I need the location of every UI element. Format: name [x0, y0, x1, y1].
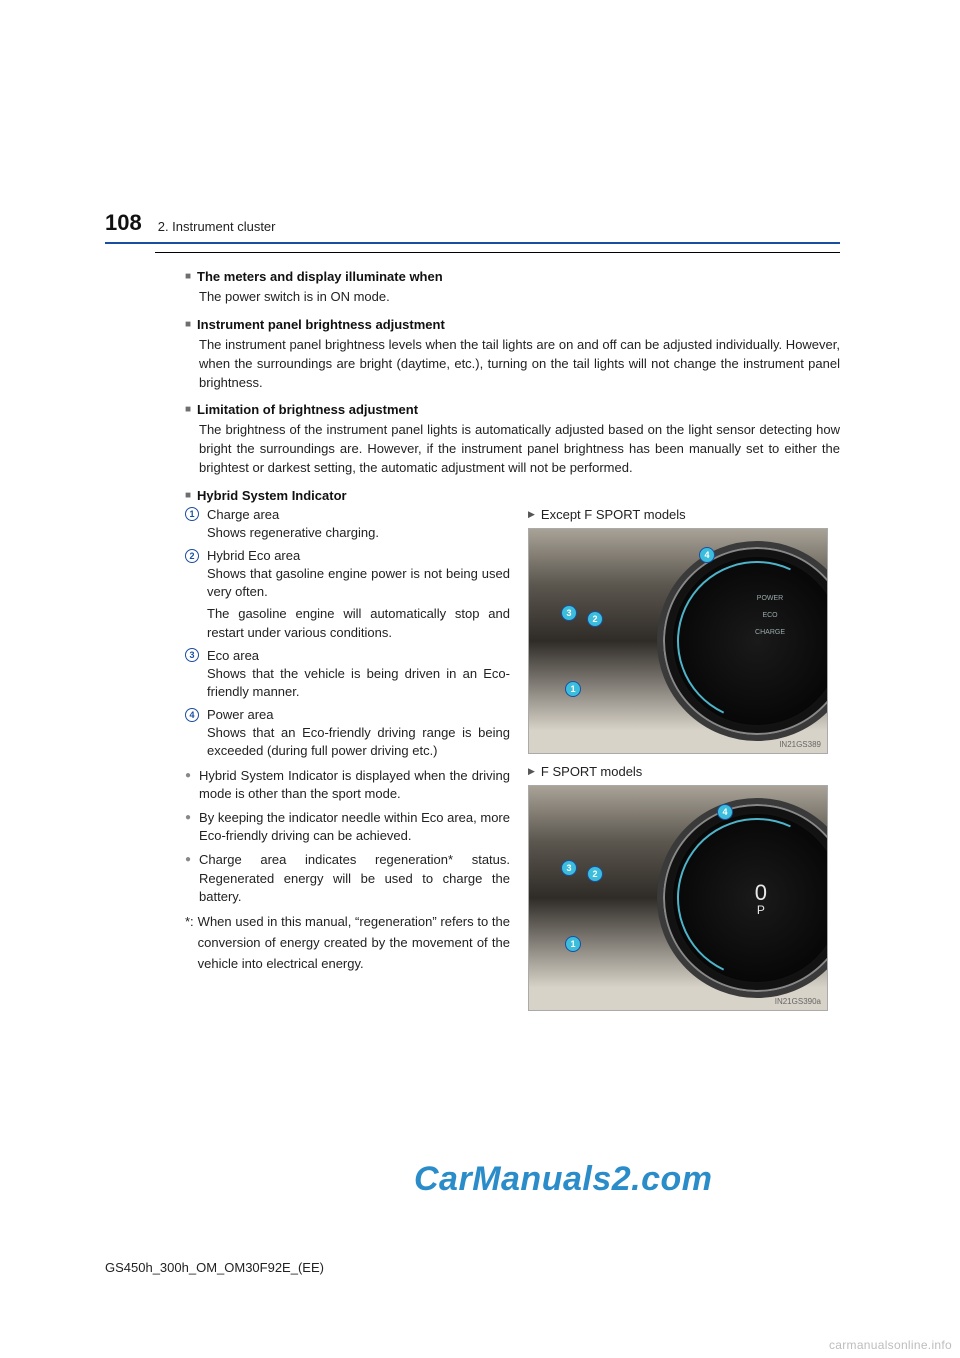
bullet-text: By keeping the indicator needle within E… — [199, 809, 510, 845]
figure-code: IN21GS390a — [775, 997, 821, 1006]
section-block: ■ Limitation of brightness adjustment Th… — [185, 402, 840, 478]
numbered-row: 2 Hybrid Eco area — [185, 548, 510, 563]
square-bullet-icon: ■ — [185, 271, 191, 282]
numbered-item: 4 Power area Shows that an Eco-friendly … — [185, 707, 510, 760]
callout-number-icon: 2 — [587, 866, 603, 882]
section-heading: ■ Hybrid System Indicator — [185, 488, 840, 503]
numbered-row: 3 Eco area — [185, 648, 510, 663]
figure-caption: ▶ F SPORT models — [528, 764, 828, 779]
bullet-item: ● By keeping the indicator needle within… — [185, 809, 510, 845]
bullet-item: ● Hybrid System Indicator is displayed w… — [185, 767, 510, 803]
section-body: The brightness of the instrument panel l… — [199, 421, 840, 478]
numbered-item: 1 Charge area Shows regenerative chargin… — [185, 507, 510, 542]
gauge-speed-value: 0 — [755, 882, 767, 904]
section-body: The instrument panel brightness levels w… — [199, 336, 840, 393]
numbered-desc: The gasoline engine will automatically s… — [207, 605, 510, 641]
numbered-label: Hybrid Eco area — [207, 548, 300, 563]
section-heading: ■ The meters and display illuminate when — [185, 269, 840, 284]
gauge-label-eco: ECO — [755, 608, 785, 625]
bullet-icon: ● — [185, 809, 191, 845]
callout-number-icon: 4 — [699, 547, 715, 563]
section-title: Limitation of brightness adjustment — [197, 402, 418, 417]
callout-number-icon: 4 — [717, 804, 733, 820]
circled-number-icon: 3 — [185, 648, 199, 662]
numbered-desc: Shows that gasoline engine power is not … — [207, 565, 510, 601]
footnote-mark: *: — [185, 912, 194, 974]
gauge-gear-value: P — [755, 904, 767, 916]
square-bullet-icon: ■ — [185, 404, 191, 415]
gauge-center-readout: 0 P — [755, 882, 767, 916]
circled-number-icon: 2 — [185, 549, 199, 563]
gauge-label-charge: CHARGE — [755, 625, 785, 642]
header-rule-black — [155, 252, 840, 253]
footer-site-text: carmanualsonline.info — [829, 1338, 952, 1352]
right-column: ▶ Except F SPORT models POWER ECO CHARGE… — [528, 507, 828, 1021]
watermark-text: CarManuals2.com — [414, 1160, 713, 1199]
footnote-text: When used in this manual, “regeneration”… — [198, 912, 510, 974]
figure-caption: ▶ Except F SPORT models — [528, 507, 828, 522]
callout-number-icon: 3 — [561, 860, 577, 876]
section-heading: ■ Instrument panel brightness adjustment — [185, 317, 840, 332]
numbered-desc: Shows that an Eco-friendly driving range… — [207, 724, 510, 760]
chapter-title: 2. Instrument cluster — [158, 219, 276, 236]
bullet-icon: ● — [185, 767, 191, 803]
section-block: ■ Instrument panel brightness adjustment… — [185, 317, 840, 393]
section-body: The power switch is in ON mode. — [199, 288, 840, 307]
square-bullet-icon: ■ — [185, 490, 191, 501]
footnote: *: When used in this manual, “regenerati… — [185, 912, 510, 974]
section-title: The meters and display illuminate when — [197, 269, 443, 284]
bullet-icon: ● — [185, 851, 191, 906]
caption-text: F SPORT models — [541, 764, 642, 779]
numbered-row: 1 Charge area — [185, 507, 510, 522]
page-number: 108 — [105, 210, 142, 236]
section-title: Instrument panel brightness adjustment — [197, 317, 445, 332]
gauge-figure-fsport: 0 P 4 32 1 IN21GS390a — [528, 785, 828, 1011]
header-rule-blue — [105, 242, 840, 244]
numbered-item: 3 Eco area Shows that the vehicle is bei… — [185, 648, 510, 701]
page-header: 108 2. Instrument cluster — [105, 210, 840, 236]
bullet-item: ● Charge area indicates regeneration* st… — [185, 851, 510, 906]
triangle-icon: ▶ — [528, 509, 535, 520]
gauge-figure-standard: POWER ECO CHARGE 4 32 1 IN21GS389 — [528, 528, 828, 754]
callout-number-icon: 1 — [565, 936, 581, 952]
gauge-zone-labels: POWER ECO CHARGE — [755, 591, 785, 641]
numbered-label: Power area — [207, 707, 273, 722]
callout-number-icon: 3 — [561, 605, 577, 621]
manual-page: 108 2. Instrument cluster ■ The meters a… — [105, 210, 840, 1021]
figure-code: IN21GS389 — [779, 740, 821, 749]
square-bullet-icon: ■ — [185, 319, 191, 330]
bullet-text: Charge area indicates regeneration* stat… — [199, 851, 510, 906]
circled-number-icon: 1 — [185, 507, 199, 521]
numbered-row: 4 Power area — [185, 707, 510, 722]
circled-number-icon: 4 — [185, 708, 199, 722]
two-column-layout: 1 Charge area Shows regenerative chargin… — [185, 507, 840, 1021]
callout-number-icon: 2 — [587, 611, 603, 627]
section-block: ■ The meters and display illuminate when… — [185, 269, 840, 307]
numbered-desc: Shows regenerative charging. — [207, 524, 510, 542]
callout-number-icon: 1 — [565, 681, 581, 697]
section-heading: ■ Limitation of brightness adjustment — [185, 402, 840, 417]
gauge-label-power: POWER — [755, 591, 785, 608]
triangle-icon: ▶ — [528, 766, 535, 777]
section-block: ■ Hybrid System Indicator — [185, 488, 840, 503]
numbered-desc: Shows that the vehicle is being driven i… — [207, 665, 510, 701]
numbered-label: Charge area — [207, 507, 279, 522]
document-id: GS450h_300h_OM_OM30F92E_(EE) — [105, 1260, 324, 1275]
numbered-label: Eco area — [207, 648, 259, 663]
section-title: Hybrid System Indicator — [197, 488, 347, 503]
bullet-text: Hybrid System Indicator is displayed whe… — [199, 767, 510, 803]
numbered-item: 2 Hybrid Eco area Shows that gasoline en… — [185, 548, 510, 642]
left-column: 1 Charge area Shows regenerative chargin… — [185, 507, 510, 1021]
caption-text: Except F SPORT models — [541, 507, 686, 522]
